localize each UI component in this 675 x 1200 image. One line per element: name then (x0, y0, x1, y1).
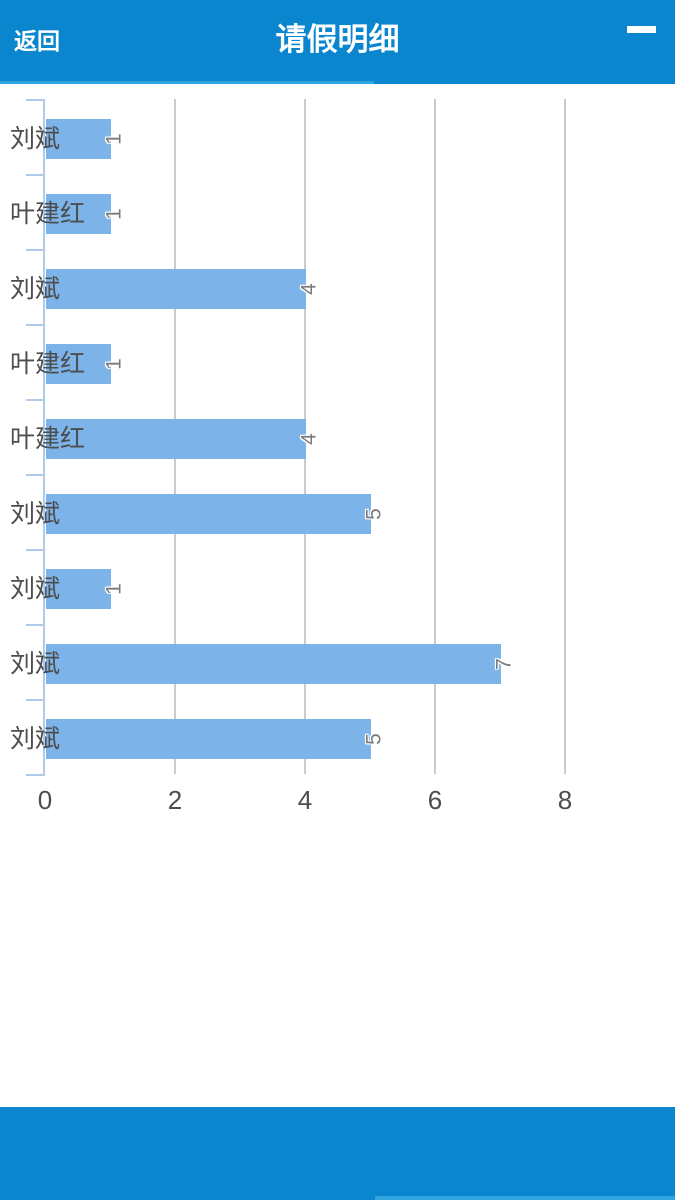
chart-y-axis (43, 99, 45, 776)
category-label: 叶建红 (10, 200, 86, 228)
chart-axis-tick (26, 174, 43, 176)
footer-progress-strip (375, 1196, 675, 1200)
chart-bar[interactable] (46, 494, 371, 534)
category-label: 刘斌 (10, 575, 61, 603)
chart-bar[interactable] (46, 569, 111, 609)
category-label: 刘斌 (10, 725, 61, 753)
chart-axis-tick (26, 549, 43, 551)
x-axis-tick-label: 8 (557, 785, 573, 815)
chart-gridline (434, 99, 436, 774)
page-title: 请假明细 (275, 22, 400, 57)
chart-bar[interactable] (46, 119, 111, 159)
category-label: 刘斌 (10, 275, 61, 303)
chart-axis-tick (26, 624, 43, 626)
chart-axis-tick (26, 474, 43, 476)
chart-axis-tick (26, 324, 43, 326)
footer-bar (0, 1107, 675, 1200)
bar-value-label: 1 (102, 133, 126, 145)
bar-value-label: 1 (102, 583, 126, 595)
category-label: 叶建红 (10, 350, 86, 378)
bar-value-label: 1 (102, 358, 126, 370)
chart-bar[interactable] (46, 269, 306, 309)
chart-axis-tick (26, 99, 43, 101)
chart-bar[interactable] (46, 644, 501, 684)
chart-axis-tick (26, 399, 43, 401)
chart-bar[interactable] (46, 194, 111, 234)
leave-bar-chart: 刘斌 1 叶建红 1 刘斌 4 叶建红 1 叶建红 4 刘斌 5 刘斌 1 刘斌 7 刘斌 5 0 2 4 6 8 (10, 99, 573, 815)
x-axis-tick-label: 0 (37, 785, 53, 815)
back-button[interactable]: 返回 (14, 28, 60, 54)
x-axis-tick-label: 2 (167, 785, 183, 815)
hamburger-menu-icon[interactable] (627, 26, 657, 58)
chart-axis-tick (26, 249, 43, 251)
category-label: 叶建红 (10, 425, 86, 453)
chart-bar[interactable] (46, 419, 306, 459)
bar-value-label: 4 (297, 433, 321, 445)
bar-value-label: 4 (297, 283, 321, 295)
chart-axis-tick (26, 774, 43, 776)
x-axis-tick-label: 6 (427, 785, 443, 815)
chart-gridline (564, 99, 566, 774)
header-progress-strip (0, 81, 374, 84)
category-label: 刘斌 (10, 125, 61, 153)
category-label: 刘斌 (10, 650, 61, 678)
app-header: 返回 请假明细 (0, 0, 675, 84)
bar-value-label: 7 (492, 658, 516, 670)
hamburger-bar (627, 26, 656, 33)
bar-value-label: 5 (362, 508, 386, 520)
chart-axis-tick (26, 699, 43, 701)
bar-value-label: 5 (362, 733, 386, 745)
chart-bar[interactable] (46, 719, 371, 759)
bar-value-label: 1 (102, 208, 126, 220)
category-label: 刘斌 (10, 500, 61, 528)
chart-bar[interactable] (46, 344, 111, 384)
x-axis-tick-label: 4 (297, 785, 313, 815)
